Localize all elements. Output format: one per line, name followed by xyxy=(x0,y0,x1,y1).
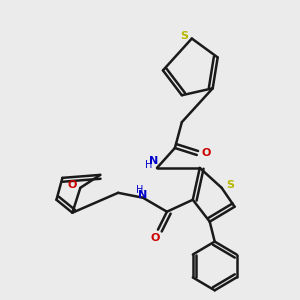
Text: S: S xyxy=(226,180,234,190)
Text: S: S xyxy=(180,31,188,40)
Text: O: O xyxy=(150,233,160,243)
Text: N: N xyxy=(138,190,147,200)
Text: H: H xyxy=(136,185,144,195)
Text: O: O xyxy=(67,180,77,190)
Text: N: N xyxy=(149,156,158,166)
Text: H: H xyxy=(145,160,152,170)
Text: O: O xyxy=(201,148,210,158)
